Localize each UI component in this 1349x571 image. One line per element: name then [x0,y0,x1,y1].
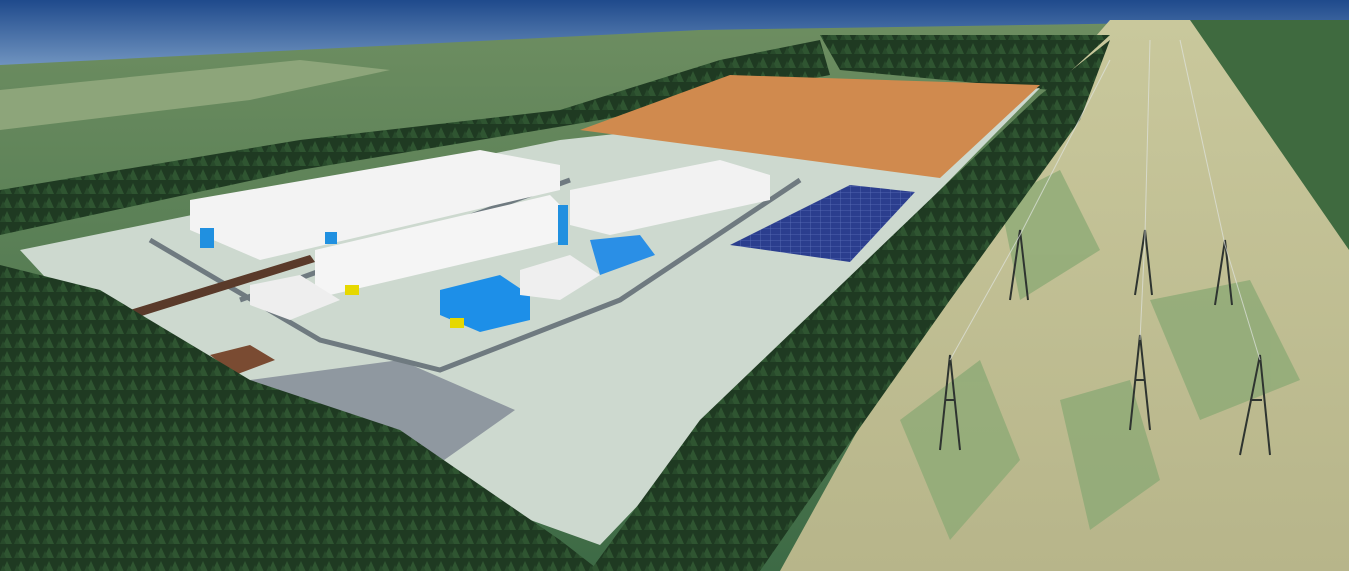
pond [730,185,915,262]
foreground-forest [0,265,600,571]
back-tree-line [820,35,1110,90]
storage-field [580,75,1040,178]
field [0,60,390,130]
power-lines [949,39,1261,361]
sky [0,0,1349,65]
back-tree-line [0,40,830,235]
buildings [130,150,770,375]
pylons [939,229,1271,456]
parking [250,360,515,470]
tree-band [590,40,1110,571]
